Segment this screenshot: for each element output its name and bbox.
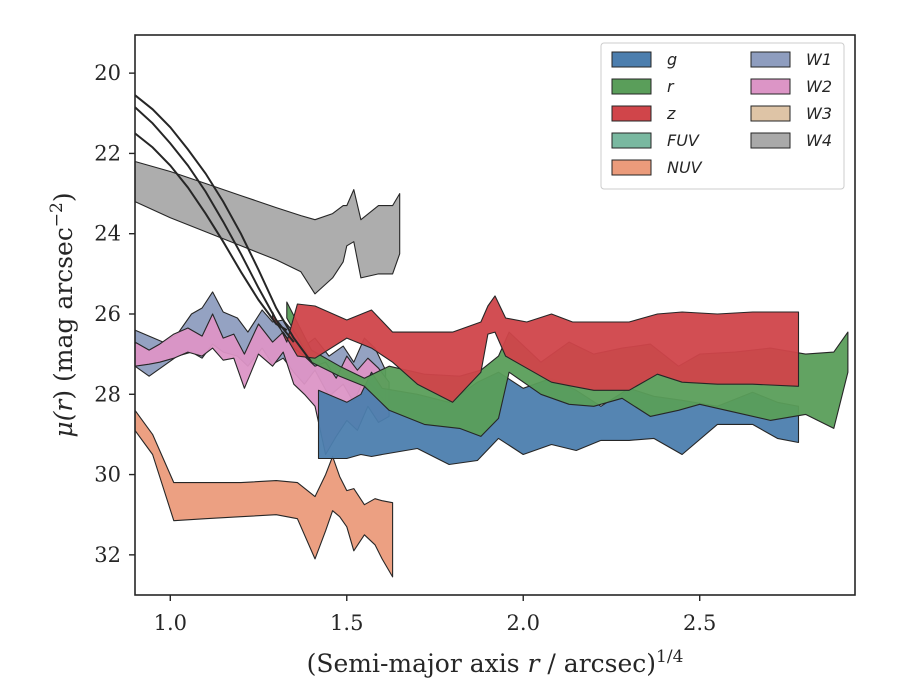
plot-frame [134,34,856,596]
x-tick-label: 1.5 [330,611,363,635]
legend-label-r: r [667,77,675,96]
x-tick-label: 1.0 [154,611,187,635]
legend-swatch-w4 [750,132,791,149]
y-tick-label: 32 [94,543,121,567]
profile-curve-1 [134,94,313,363]
legend: grz FUV NUV W1 W2 W3 W4 [600,42,845,190]
legend-label-w1: W1 [806,50,832,69]
band-nuv [134,409,394,578]
x-axis: 1.0 1.5 2.0 2.5 [154,595,716,635]
band-w4 [134,160,401,295]
legend-label-g: g [667,50,677,69]
band-z [272,295,800,403]
y-tick-label: 26 [94,302,121,326]
legend-swatch-nuv [611,159,652,176]
y-axis-title: μ(r) (mag arcsec−2) [47,192,78,437]
y-tick-label: 22 [94,141,121,165]
y-tick-label: 30 [94,463,121,487]
legend-swatch-w1 [750,51,791,68]
legend-swatch-g [611,51,652,68]
legend-label-fuv: FUV [667,131,700,150]
legend-swatch-r [611,78,652,95]
legend-label-w4: W4 [806,131,832,150]
y-axis: 20 22 24 26 28 30 32 [94,61,135,567]
x-tick-label: 2.5 [683,611,716,635]
profile-curve-3 [134,132,288,331]
legend-label-z: z [666,104,676,123]
legend-label-nuv: NUV [667,158,703,177]
y-tick-label: 28 [94,382,121,406]
legend-swatch-w3 [750,105,791,122]
legend-swatch-w2 [750,78,791,95]
x-tick-label: 2.0 [507,611,540,635]
y-tick-label: 24 [94,222,121,246]
legend-label-w2: W2 [806,77,832,96]
legend-swatch-fuv [611,132,652,149]
band-layer [134,160,849,578]
profile-curve-2 [134,106,295,343]
legend-swatch-z [611,105,652,122]
legend-label-w3: W3 [806,104,832,123]
y-tick-label: 20 [94,61,121,85]
x-axis-title: (Semi-major axis r / arcsec)1/4 [307,647,684,678]
profile-layer [134,94,313,363]
